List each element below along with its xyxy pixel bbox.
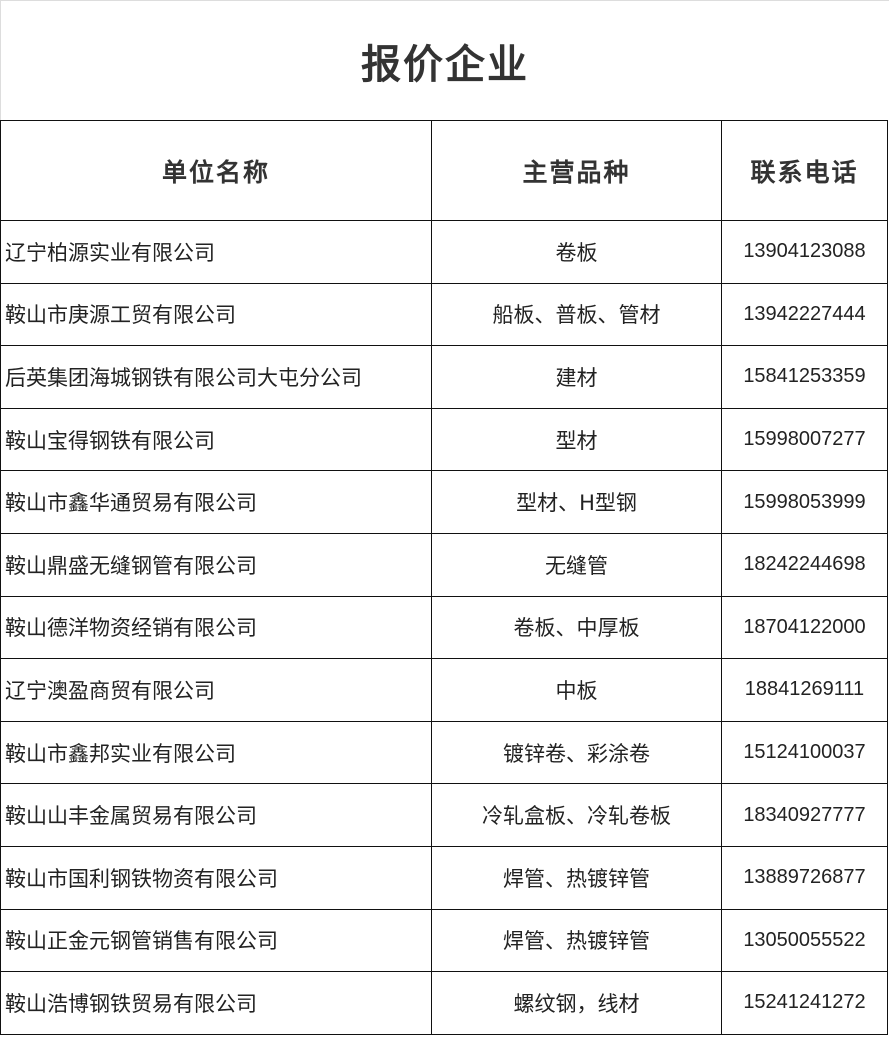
header-company-name: 单位名称 bbox=[0, 120, 432, 221]
table-row: 辽宁澳盈商贸有限公司 中板 18841269111 bbox=[0, 658, 888, 722]
page-title: 报价企业 bbox=[0, 0, 889, 120]
main-products: 船板、普板、管材 bbox=[431, 282, 722, 347]
table-row: 鞍山宝得钢铁有限公司 型材 15998007277 bbox=[0, 407, 888, 472]
phone-number: 13942227444 bbox=[721, 282, 888, 347]
main-products: 卷板 bbox=[431, 220, 722, 284]
phone-number: 15998053999 bbox=[721, 470, 888, 534]
table-row: 鞍山市庚源工贸有限公司 船板、普板、管材 13942227444 bbox=[0, 282, 888, 347]
main-products: 中板 bbox=[431, 658, 722, 722]
company-name: 鞍山市庚源工贸有限公司 bbox=[0, 282, 432, 347]
company-name: 鞍山市鑫华通贸易有限公司 bbox=[0, 470, 432, 534]
main-products: 螺纹钢，线材 bbox=[431, 971, 722, 1035]
table-row: 鞍山浩博钢铁贸易有限公司 螺纹钢，线材 15241241272 bbox=[0, 971, 888, 1035]
phone-number: 18841269111 bbox=[721, 658, 888, 722]
company-name: 鞍山浩博钢铁贸易有限公司 bbox=[0, 971, 432, 1035]
phone-number: 13904123088 bbox=[721, 220, 888, 284]
company-name: 鞍山市国利钢铁物资有限公司 bbox=[0, 845, 432, 910]
company-name: 鞍山德洋物资经销有限公司 bbox=[0, 595, 432, 660]
main-products: 型材 bbox=[431, 407, 722, 472]
main-products: 冷轧盒板、冷轧卷板 bbox=[431, 783, 722, 847]
main-products: 建材 bbox=[431, 345, 722, 409]
table-row: 鞍山正金元钢管销售有限公司 焊管、热镀锌管 13050055522 bbox=[0, 908, 888, 973]
table-row: 鞍山鼎盛无缝钢管有限公司 无缝管 18242244698 bbox=[0, 532, 888, 597]
company-table: 单位名称 主营品种 联系电话 辽宁柏源实业有限公司 卷板 13904123088 鞍山… bbox=[0, 120, 888, 1035]
main-products: 卷板、中厚板 bbox=[431, 595, 722, 660]
table-row: 鞍山德洋物资经销有限公司 卷板、中厚板 18704122000 bbox=[0, 595, 888, 660]
table-header-row: 单位名称 主营品种 联系电话 bbox=[0, 120, 888, 221]
phone-number: 18242244698 bbox=[721, 532, 888, 597]
company-name: 后英集团海城钢铁有限公司大屯分公司 bbox=[0, 345, 432, 409]
phone-number: 15124100037 bbox=[721, 720, 888, 785]
table-row: 鞍山市鑫邦实业有限公司 镀锌卷、彩涂卷 15124100037 bbox=[0, 720, 888, 785]
main-products: 型材、H型钢 bbox=[431, 470, 722, 534]
company-name: 辽宁澳盈商贸有限公司 bbox=[0, 658, 432, 722]
main-products: 无缝管 bbox=[431, 532, 722, 597]
phone-number: 15998007277 bbox=[721, 407, 888, 472]
company-name: 辽宁柏源实业有限公司 bbox=[0, 220, 432, 284]
main-products: 焊管、热镀锌管 bbox=[431, 845, 722, 910]
table-row: 鞍山市国利钢铁物资有限公司 焊管、热镀锌管 13889726877 bbox=[0, 845, 888, 910]
phone-number: 15241241272 bbox=[721, 971, 888, 1035]
phone-number: 13889726877 bbox=[721, 845, 888, 910]
main-products: 镀锌卷、彩涂卷 bbox=[431, 720, 722, 785]
phone-number: 18704122000 bbox=[721, 595, 888, 660]
company-name: 鞍山市鑫邦实业有限公司 bbox=[0, 720, 432, 785]
table-row: 鞍山市鑫华通贸易有限公司 型材、H型钢 15998053999 bbox=[0, 470, 888, 534]
company-name: 鞍山宝得钢铁有限公司 bbox=[0, 407, 432, 472]
company-name: 鞍山山丰金属贸易有限公司 bbox=[0, 783, 432, 847]
header-phone: 联系电话 bbox=[721, 120, 888, 221]
main-products: 焊管、热镀锌管 bbox=[431, 908, 722, 973]
phone-number: 13050055522 bbox=[721, 908, 888, 973]
table-row: 辽宁柏源实业有限公司 卷板 13904123088 bbox=[0, 220, 888, 284]
phone-number: 18340927777 bbox=[721, 783, 888, 847]
table-row: 鞍山山丰金属贸易有限公司 冷轧盒板、冷轧卷板 18340927777 bbox=[0, 783, 888, 847]
company-name: 鞍山正金元钢管销售有限公司 bbox=[0, 908, 432, 973]
phone-number: 15841253359 bbox=[721, 345, 888, 409]
company-name: 鞍山鼎盛无缝钢管有限公司 bbox=[0, 532, 432, 597]
header-main-products: 主营品种 bbox=[431, 120, 722, 221]
table-row: 后英集团海城钢铁有限公司大屯分公司 建材 15841253359 bbox=[0, 345, 888, 409]
